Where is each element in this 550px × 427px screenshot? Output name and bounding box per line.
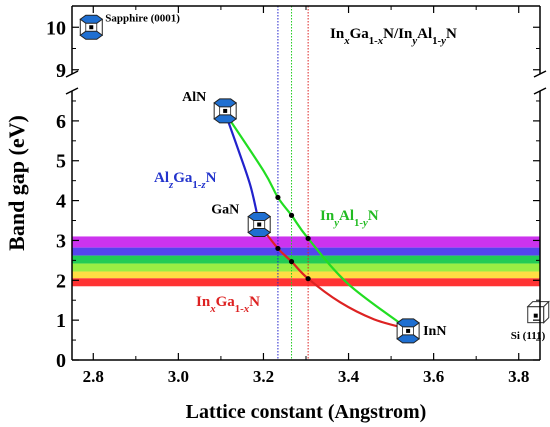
material-label-inn: InN — [423, 324, 446, 339]
material-label-aln: AlN — [182, 90, 206, 105]
sapphire-crystal-icon — [79, 14, 104, 40]
plot-frame — [64, 5, 548, 361]
data-point-0 — [275, 194, 281, 201]
axis-break-gap-left — [64, 76, 80, 89]
material-label-si: Si (111) — [511, 330, 546, 342]
si-crystal-icon — [526, 300, 550, 324]
aln-crystal-icon — [213, 98, 238, 124]
material-label-sapphire: Sapphire (0001) — [105, 12, 180, 24]
data-point-1 — [288, 212, 295, 218]
color-band-5 — [72, 278, 540, 287]
color-band-0 — [72, 236, 540, 248]
gan-crystal-icon — [247, 212, 272, 238]
y-tick-label-4: 4 — [56, 191, 66, 213]
material-label-gan: GaN — [211, 203, 239, 218]
data-point-2 — [305, 235, 311, 242]
lattice-match-lines — [277, 6, 309, 360]
y-tick-label-1: 1 — [56, 310, 66, 332]
series-label-ingan: InxGa1-xN — [196, 294, 260, 315]
axis-break-gap-right — [532, 76, 548, 89]
inn-crystal-icon — [396, 318, 420, 344]
chart-labels: Lattice constant (Angstrom) Band gap (eV)… — [4, 12, 546, 423]
axis-break-mark-right-2 — [533, 87, 547, 95]
color-band-3 — [72, 263, 540, 272]
y-tick-label-6: 6 — [56, 111, 66, 133]
axis-break-mark-right-1 — [533, 70, 547, 78]
x-tick-label-5: 3.8 — [508, 367, 529, 386]
x-tick-label-4: 3.6 — [423, 367, 444, 386]
x-tick-label-1: 3.0 — [168, 367, 189, 386]
axis-break-mark-left-2 — [65, 87, 79, 95]
data-point-3 — [275, 245, 281, 252]
color-band-1 — [72, 247, 540, 256]
x-tick-label-0: 2.8 — [83, 367, 104, 386]
crystal-icons — [79, 14, 550, 344]
axis-ticks: 2.8 3.0 3.2 3.4 3.6 3.8 0 1 2 3 4 5 6 9 10 — [46, 5, 540, 386]
y-tick-label-3: 3 — [56, 230, 66, 252]
y-tick-label-5: 5 — [56, 151, 66, 173]
x-axis-label: Lattice constant (Angstrom) — [186, 401, 427, 423]
chart-title: InxGa1-xN/InyAl1-yN — [330, 26, 457, 47]
series-label-algan: AlzGa1-zN — [154, 170, 217, 191]
x-tick-label-3: 3.4 — [338, 367, 360, 386]
y-axis-label: Band gap (eV) — [4, 115, 29, 251]
axis-break-mark-left-1 — [65, 70, 79, 78]
color-band-4 — [72, 271, 540, 279]
data-point-5 — [305, 276, 311, 282]
color-bands — [72, 236, 540, 287]
y-tick-label-7: 9 — [56, 60, 66, 82]
data-point-4 — [288, 258, 295, 265]
series-line-0 — [224, 112, 261, 225]
color-band-2 — [72, 255, 540, 264]
series-label-inaln: InyAl1-yN — [320, 208, 379, 229]
intersection-markers — [275, 194, 311, 282]
x-tick-label-2: 3.2 — [253, 367, 274, 386]
y-tick-label-2: 2 — [56, 270, 66, 292]
y-tick-label-8: 10 — [46, 17, 66, 39]
y-tick-label-0: 0 — [56, 350, 66, 372]
